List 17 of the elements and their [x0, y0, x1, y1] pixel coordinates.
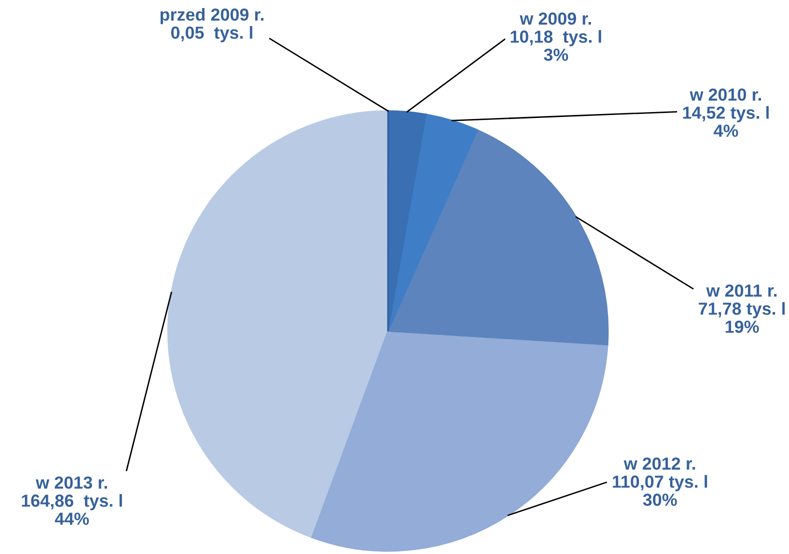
data-label: 0,05 tys. l [171, 26, 252, 42]
data-label: 71,78 tys. l 19% [698, 302, 785, 333]
slice-label: w 2009 r. [520, 12, 592, 25]
slice-label: w 2013 r. [36, 476, 108, 489]
pie-slice [387, 129, 609, 346]
pie-slice [387, 114, 478, 332]
slice-label: w 2010 r. [690, 88, 762, 101]
pie-slice [311, 330, 608, 552]
slice-label: przed 2009 r. [160, 8, 264, 24]
slice-label: w 2012 r. [624, 457, 696, 470]
pie-slice [387, 110, 427, 332]
data-label: 10,18 tys. l 3% [510, 30, 602, 61]
data-label: 110,07 tys. l 30% [612, 475, 708, 506]
data-label: 164,86 tys. l 44% [22, 494, 122, 525]
data-label: 14,52 tys. l 4% [683, 106, 769, 137]
pie-slice [167, 110, 389, 538]
slice-label: w 2011 r. [706, 284, 777, 297]
